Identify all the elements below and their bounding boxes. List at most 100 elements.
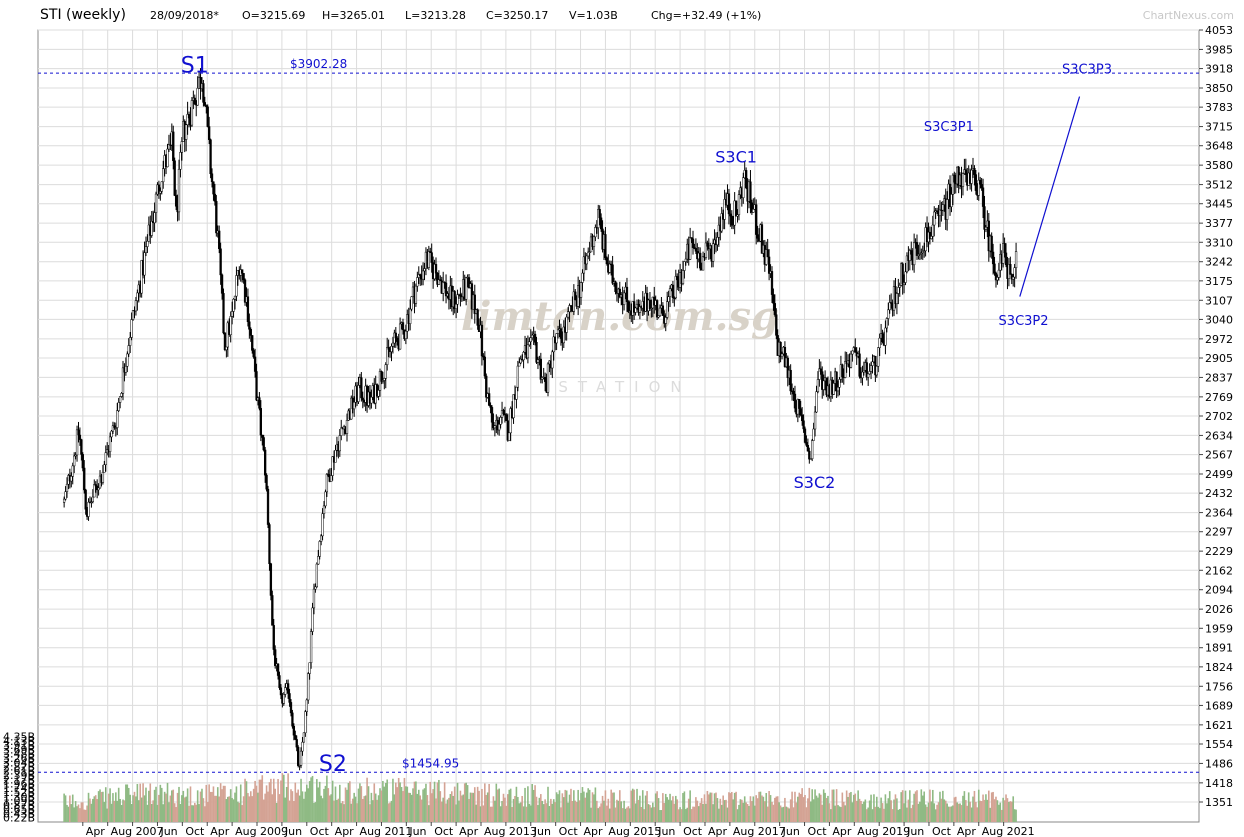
price-tick-label: 1486	[1205, 757, 1233, 770]
candle-body	[229, 316, 232, 335]
close-readout: C=3250.17	[486, 9, 549, 22]
volume-bar	[515, 786, 518, 822]
price-tick-label: 3445	[1205, 198, 1233, 211]
candle-body	[209, 139, 212, 175]
volume-bar	[975, 802, 977, 822]
volume-bar	[715, 792, 717, 822]
candle-body	[664, 317, 667, 324]
candle-body	[618, 288, 621, 298]
candle-body	[498, 424, 501, 431]
candle-body	[799, 408, 802, 416]
volume-bar	[797, 796, 799, 822]
candle-body	[727, 193, 731, 215]
volume-bar	[837, 805, 839, 822]
volume-bar	[152, 800, 154, 822]
volume-bar	[818, 793, 821, 822]
price-tick-label: 3918	[1205, 63, 1233, 76]
volume-bar	[637, 799, 640, 822]
time-tick-label: Oct	[683, 825, 703, 837]
volume-bar	[399, 782, 401, 822]
volume-bar	[285, 786, 288, 822]
candle-body	[90, 501, 93, 503]
volume-bar	[247, 793, 249, 822]
volume-bar	[969, 801, 971, 822]
volume-bar	[663, 802, 666, 822]
candle-body	[261, 434, 264, 438]
volume-bar	[283, 774, 285, 822]
volume-bar	[314, 802, 317, 822]
candle-body	[196, 88, 199, 106]
volume-bar	[820, 794, 822, 822]
volume-bar	[741, 799, 743, 822]
volume-bar	[943, 799, 946, 822]
volume-bar	[387, 803, 390, 822]
volume-bar	[772, 804, 775, 822]
projection-line	[1019, 96, 1081, 297]
candle-body	[199, 77, 202, 89]
volume-bar	[630, 790, 633, 822]
volume-bar	[831, 789, 834, 822]
volume-bar	[313, 802, 315, 822]
volume-bar	[654, 793, 657, 822]
candle-body	[773, 303, 777, 315]
candle-body	[920, 252, 923, 254]
candle-body	[232, 298, 235, 312]
volume-bar	[383, 786, 386, 822]
candle-body	[317, 556, 320, 565]
volume-bar	[708, 794, 710, 822]
candle-body	[394, 332, 397, 339]
volume-bar	[897, 809, 900, 822]
candle-body	[760, 224, 764, 254]
wave-annotations: S1 S2 S3C1 S3C2 S3C3P1 S3C3P2 S3C3P3	[181, 53, 1112, 777]
candle-body	[688, 237, 692, 260]
volume-bar	[705, 803, 707, 822]
volume-tick-label: 2.39B	[3, 769, 35, 782]
volume-tick-label: 0.65B	[3, 803, 35, 816]
candle-body	[421, 270, 425, 280]
candle-body	[701, 256, 705, 271]
volume-bar	[887, 798, 890, 822]
candle-body	[951, 174, 955, 195]
candle-body	[928, 231, 932, 239]
candle-body	[750, 202, 754, 213]
candle-body	[897, 287, 900, 294]
candle-body	[150, 221, 153, 236]
volume-bar	[344, 787, 347, 822]
candle-body	[258, 397, 261, 409]
candle-body	[444, 282, 448, 297]
price-tick-label: 1689	[1205, 699, 1233, 712]
volume-bar	[192, 805, 195, 822]
candle-body	[143, 252, 146, 276]
volume-bar	[910, 808, 913, 822]
candle-body	[887, 309, 890, 319]
volume-bar	[288, 800, 291, 822]
volume-bar	[633, 789, 635, 822]
candle-body	[933, 211, 936, 226]
candle-body	[302, 732, 306, 743]
candle-body	[73, 455, 76, 467]
candle-body	[103, 464, 106, 473]
volume-tick-label: 4.13B	[3, 735, 35, 748]
volume-bar	[585, 792, 588, 822]
price-tick-label: 2499	[1205, 468, 1233, 481]
volume-bar	[87, 792, 90, 822]
candle-body	[113, 425, 116, 428]
volume-bar	[719, 798, 722, 822]
volume-bar	[696, 800, 699, 822]
candle-body	[218, 230, 221, 250]
volume-bar	[927, 802, 930, 822]
candle-body	[278, 675, 281, 689]
time-tick-label: Apr	[459, 825, 479, 837]
candle-body	[295, 739, 298, 748]
volume-bar	[228, 796, 231, 822]
open-readout: O=3215.69	[242, 9, 306, 22]
candle-body	[104, 452, 107, 465]
volume-bar	[428, 805, 430, 822]
candle-body	[253, 356, 257, 372]
volume-bar	[103, 801, 106, 822]
volume-bar	[337, 798, 340, 822]
volume-bar	[202, 798, 205, 822]
candle-body	[482, 355, 485, 358]
volume-bar	[942, 790, 944, 822]
